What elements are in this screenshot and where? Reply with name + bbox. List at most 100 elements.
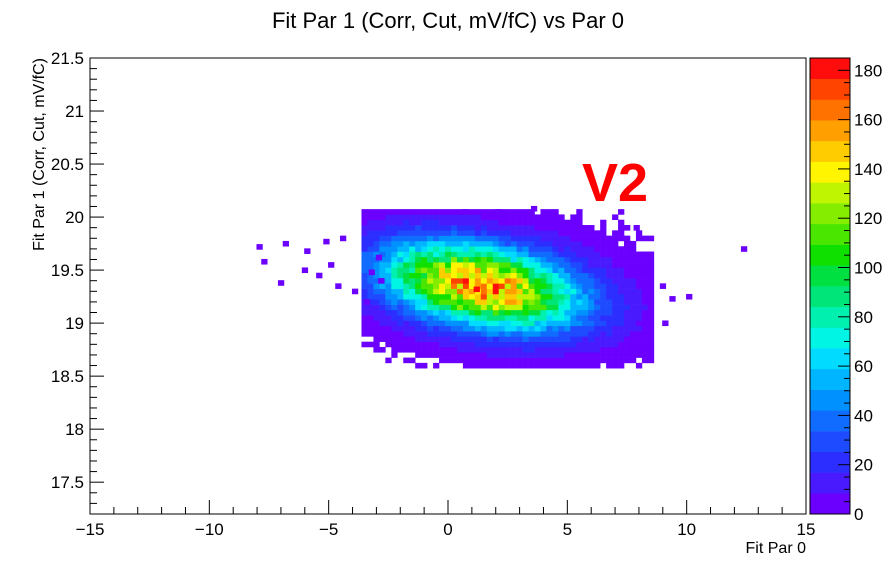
heatmap-bin (588, 225, 595, 231)
y-tick-label: 19 (65, 314, 84, 333)
heatmap-bin (462, 288, 470, 295)
heatmap-bin (450, 209, 458, 215)
heatmap-bin (528, 283, 535, 289)
heatmap-bin (468, 251, 476, 258)
heatmap-bin (373, 341, 380, 348)
heatmap-bin (606, 262, 613, 268)
heatmap-bin (379, 214, 386, 221)
heatmap-bin (421, 352, 428, 358)
heatmap-bin (534, 288, 541, 295)
heatmap-bin (397, 293, 404, 300)
heatmap-bin (403, 288, 410, 295)
heatmap-bin (600, 219, 607, 226)
heatmap-bin (462, 293, 470, 300)
heatmap-bin (368, 269, 375, 276)
heatmap-bin (528, 352, 535, 358)
heatmap-bin (582, 251, 589, 258)
heatmap-bin (474, 251, 482, 258)
heatmap-bin (612, 341, 619, 348)
heatmap-bin (629, 309, 637, 316)
heatmap-bin (498, 362, 505, 369)
heatmap-bin (450, 293, 458, 300)
x-tick-label: 0 (443, 520, 452, 539)
heatmap-bin (462, 336, 470, 342)
heatmap-bin (403, 272, 410, 279)
heatmap-bin (647, 278, 655, 284)
heatmap-bin (439, 278, 446, 284)
heatmap-bin (415, 209, 422, 215)
heatmap-bin (624, 336, 631, 342)
heatmap-bin (582, 304, 589, 311)
heatmap-bin (363, 299, 371, 305)
heatmap-bin (462, 219, 470, 226)
heatmap-bin (456, 283, 464, 289)
heatmap-bin (474, 293, 482, 300)
heatmap-bin (576, 299, 583, 305)
heatmap-bin (570, 357, 577, 364)
heatmap-bin (498, 230, 505, 236)
heatmap-bin (439, 293, 446, 300)
heatmap-bin (570, 346, 577, 353)
heatmap-bin (391, 304, 398, 311)
heatmap-bin (612, 230, 619, 236)
heatmap-bin (582, 320, 589, 327)
x-tick-label: −5 (319, 520, 338, 539)
heatmap-bin (427, 240, 434, 247)
heatmap-bin (415, 219, 422, 226)
heatmap-bin (582, 262, 589, 268)
heatmap-bin (570, 240, 577, 247)
heatmap-bin (540, 225, 547, 231)
heatmap-bin (486, 315, 494, 321)
heatmap-bin (367, 309, 374, 316)
heatmap-bin (385, 331, 392, 337)
heatmap-bin (462, 262, 470, 268)
heatmap-bin (552, 346, 559, 353)
heatmap-bin (558, 214, 565, 221)
heatmap-bin (618, 309, 625, 316)
heatmap-bin (588, 341, 595, 348)
x-tick-label: −10 (195, 520, 224, 539)
heatmap-bin (456, 256, 464, 263)
heatmap-bin (391, 251, 398, 258)
heatmap-bin (576, 357, 583, 364)
heatmap-bin (588, 288, 595, 295)
heatmap-bin (612, 346, 619, 353)
heatmap-bin (618, 304, 625, 311)
heatmap-bin (534, 357, 541, 364)
heatmap-bin (373, 240, 380, 247)
heatmap-bin (576, 315, 583, 321)
heatmap-bin (403, 346, 410, 353)
heatmap-bin (582, 352, 589, 358)
y-tick-label: 18 (65, 420, 84, 439)
heatmap-bin (474, 230, 482, 236)
y-tick-label: 20 (65, 208, 84, 227)
heatmap-bin (582, 235, 589, 242)
heatmap-bin (582, 341, 589, 348)
heatmap-bin (522, 246, 529, 252)
heatmap-bin (606, 315, 613, 321)
heatmap-bin (361, 267, 368, 274)
heatmap-bin (629, 240, 637, 247)
heatmap-bin (582, 346, 589, 353)
heatmap-bin (367, 341, 374, 348)
heatmap-bin (427, 331, 434, 337)
heatmap-bin (385, 320, 392, 327)
heatmap-bin (385, 325, 392, 332)
heatmap-bin (456, 267, 464, 274)
heatmap-bin (588, 315, 595, 321)
heatmap-bin (522, 262, 529, 268)
heatmap-bin (516, 251, 523, 258)
heatmap-bin (468, 240, 476, 247)
heatmap-bin (462, 225, 470, 231)
heatmap-bin (361, 278, 368, 284)
heatmap-bin (647, 256, 655, 263)
heatmap-bin (450, 272, 458, 279)
heatmap-bin (403, 230, 410, 236)
heatmap-bin (403, 214, 410, 221)
heatmap-bin (456, 246, 464, 252)
heatmap-bin (582, 293, 589, 300)
heatmap-bin (450, 315, 458, 321)
heatmap-bin (421, 341, 428, 348)
heatmap-bin (635, 299, 643, 305)
heatmap-bin (516, 267, 523, 274)
